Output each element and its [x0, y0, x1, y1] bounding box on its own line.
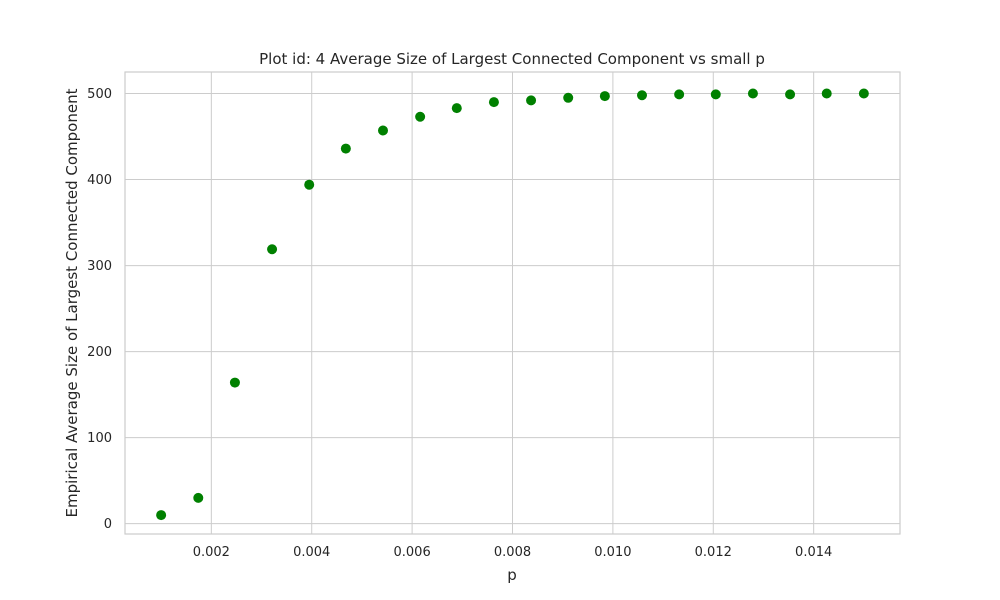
- data-point: [377, 125, 388, 136]
- x-tick-label: 0.010: [594, 545, 631, 560]
- data-point: [821, 88, 832, 99]
- data-point: [156, 510, 167, 521]
- data-point: [526, 95, 537, 106]
- data-point: [267, 244, 278, 255]
- data-point: [488, 97, 499, 108]
- data-point: [637, 90, 648, 101]
- y-axis-ticks: 0 100 200 300 400 500: [87, 87, 112, 532]
- data-point: [563, 92, 574, 103]
- y-tick-label: 200: [87, 345, 112, 360]
- x-tick-label: 0.012: [695, 545, 732, 560]
- x-tick-label: 0.004: [293, 545, 330, 560]
- data-point: [229, 377, 240, 388]
- x-axis-label: p: [507, 566, 517, 584]
- x-tick-label: 0.002: [193, 545, 230, 560]
- y-tick-label: 500: [87, 87, 112, 102]
- x-axis-ticks: 0.002 0.004 0.006 0.008 0.010 0.012 0.014: [193, 545, 833, 560]
- y-tick-label: 400: [87, 173, 112, 188]
- y-axis-label: Empirical Average Size of Largest Connec…: [63, 88, 81, 517]
- x-tick-label: 0.008: [494, 545, 531, 560]
- data-point: [451, 103, 462, 114]
- y-tick-label: 300: [87, 259, 112, 274]
- data-point: [710, 89, 721, 100]
- y-tick-label: 100: [87, 431, 112, 446]
- chart-title: Plot id: 4 Average Size of Largest Conne…: [259, 50, 765, 68]
- data-point: [858, 88, 869, 99]
- x-tick-label: 0.006: [394, 545, 431, 560]
- data-point: [747, 88, 758, 99]
- data-point: [415, 111, 426, 122]
- data-point: [340, 143, 351, 154]
- data-point: [304, 179, 315, 190]
- data-point: [599, 91, 610, 102]
- plot-frame: [124, 71, 901, 535]
- data-point: [193, 492, 204, 503]
- x-tick-label: 0.014: [795, 545, 832, 560]
- y-tick-label: 0: [104, 517, 112, 532]
- data-point: [674, 89, 685, 100]
- data-points: [156, 88, 869, 521]
- data-point: [785, 89, 796, 100]
- grid: [125, 72, 900, 534]
